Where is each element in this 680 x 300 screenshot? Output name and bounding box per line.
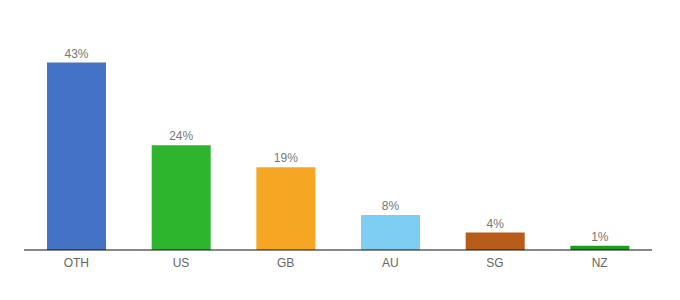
svg-text:19%: 19% [274, 151, 298, 165]
svg-text:US: US [173, 256, 190, 270]
svg-text:GB: GB [277, 256, 294, 270]
svg-text:43%: 43% [65, 47, 89, 61]
svg-text:NZ: NZ [592, 256, 608, 270]
svg-text:SG: SG [486, 256, 503, 270]
svg-text:8%: 8% [382, 199, 400, 213]
svg-text:4%: 4% [487, 217, 505, 231]
svg-text:1%: 1% [591, 230, 609, 244]
svg-text:AU: AU [382, 256, 399, 270]
svg-text:OTH: OTH [64, 256, 89, 270]
svg-text:24%: 24% [169, 129, 193, 143]
